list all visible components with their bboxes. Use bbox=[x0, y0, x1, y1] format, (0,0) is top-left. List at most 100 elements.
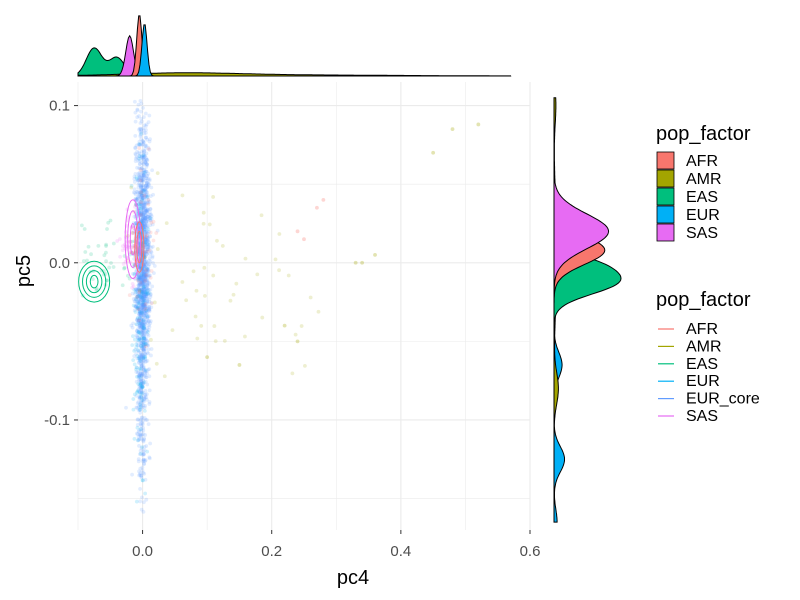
scatter-point bbox=[143, 216, 148, 220]
scatter-point bbox=[193, 314, 198, 319]
scatter-point bbox=[139, 446, 144, 451]
scatter-point bbox=[136, 370, 141, 374]
scatter-point bbox=[139, 343, 144, 348]
scatter-point bbox=[144, 292, 149, 297]
scatter-point bbox=[138, 298, 143, 303]
scatter-point bbox=[148, 275, 153, 280]
scatter-point bbox=[360, 260, 365, 265]
scatter-point bbox=[135, 335, 140, 340]
scatter-point bbox=[137, 299, 142, 304]
scatter-point bbox=[134, 379, 139, 384]
scatter-point bbox=[139, 320, 144, 325]
scatter-point bbox=[147, 281, 152, 286]
scatter-point bbox=[146, 308, 151, 313]
scatter-point bbox=[141, 278, 145, 282]
scatter-point bbox=[136, 387, 141, 392]
scatter-point bbox=[145, 185, 150, 190]
scatter-point bbox=[143, 388, 148, 393]
scatter-point bbox=[134, 155, 139, 160]
scatter-point bbox=[142, 191, 147, 196]
scatter-point bbox=[148, 287, 153, 292]
scatter-point bbox=[142, 202, 147, 207]
scatter-point bbox=[131, 243, 135, 248]
scatter-point bbox=[139, 289, 144, 294]
scatter-point bbox=[135, 287, 140, 292]
scatter-point bbox=[145, 242, 150, 247]
scatter-point bbox=[143, 270, 148, 275]
scatter-point bbox=[143, 111, 148, 116]
scatter-point bbox=[139, 282, 144, 287]
scatter-point bbox=[140, 318, 145, 323]
scatter-point bbox=[139, 280, 144, 285]
scatter-point bbox=[133, 296, 138, 301]
scatter-point bbox=[140, 271, 145, 275]
scatter-point bbox=[143, 144, 147, 148]
scatter-point bbox=[144, 183, 148, 188]
scatter-point bbox=[144, 272, 148, 276]
scatter-point bbox=[237, 363, 242, 367]
scatter-point bbox=[131, 284, 136, 289]
scatter-point bbox=[139, 205, 144, 209]
scatter-point bbox=[140, 344, 145, 348]
scatter-point bbox=[137, 287, 141, 292]
scatter-point bbox=[142, 202, 147, 207]
scatter-point bbox=[138, 386, 143, 391]
scatter-point bbox=[141, 142, 145, 146]
scatter-point bbox=[142, 216, 147, 221]
scatter-point bbox=[140, 421, 145, 425]
scatter-point bbox=[141, 282, 146, 287]
x-axis-title: pc4 bbox=[337, 567, 369, 589]
scatter-point bbox=[139, 285, 144, 290]
scatter-point bbox=[124, 405, 128, 410]
scatter-point bbox=[144, 210, 149, 214]
scatter-point bbox=[141, 272, 145, 277]
scatter-point bbox=[146, 347, 151, 352]
scatter-point bbox=[145, 371, 149, 376]
scatter-point bbox=[135, 107, 140, 112]
scatter-point bbox=[136, 196, 140, 201]
scatter-point bbox=[136, 301, 141, 305]
scatter-point bbox=[143, 160, 148, 165]
scatter-point bbox=[145, 314, 150, 319]
scatter-point bbox=[133, 110, 138, 115]
scatter-point bbox=[144, 151, 149, 156]
scatter-point bbox=[141, 274, 146, 279]
scatter-point bbox=[142, 279, 147, 284]
scatter-point bbox=[148, 252, 153, 257]
scatter-point bbox=[140, 360, 144, 365]
scatter-point bbox=[130, 325, 135, 330]
scatter-point bbox=[138, 292, 143, 297]
scatter-point bbox=[142, 301, 146, 306]
scatter-point bbox=[139, 390, 144, 395]
scatter-point bbox=[144, 319, 149, 324]
scatter-point bbox=[145, 392, 149, 397]
scatter-point bbox=[143, 417, 148, 422]
scatter-point bbox=[142, 437, 147, 442]
scatter-point bbox=[133, 287, 138, 292]
scatter-point bbox=[150, 244, 155, 249]
axes: 0.0 0.2 0.4 0.6 0.1 0.0 -0.1 bbox=[44, 98, 540, 560]
scatter-point bbox=[139, 218, 144, 223]
scatter-point bbox=[136, 178, 141, 182]
scatter-point bbox=[143, 273, 148, 278]
scatter-point bbox=[139, 436, 144, 441]
scatter-point bbox=[140, 270, 145, 274]
scatter-point bbox=[137, 199, 142, 204]
scatter-point bbox=[145, 217, 150, 222]
scatter-point bbox=[143, 189, 148, 194]
scatter-point bbox=[315, 205, 319, 210]
scatter-point bbox=[139, 274, 144, 278]
scatter-point bbox=[135, 196, 140, 201]
legend-line-title: pop_factor bbox=[656, 289, 751, 311]
scatter-point bbox=[148, 273, 152, 278]
scatter-point bbox=[142, 187, 147, 192]
x-tick-label: 0.2 bbox=[261, 543, 282, 560]
scatter-point bbox=[145, 296, 150, 301]
scatter-point bbox=[142, 229, 147, 233]
scatter-point bbox=[139, 208, 144, 213]
scatter-point bbox=[142, 338, 146, 342]
scatter-point bbox=[144, 290, 148, 295]
scatter-point bbox=[135, 178, 140, 183]
scatter-point bbox=[89, 252, 93, 257]
scatter-point bbox=[135, 165, 139, 170]
